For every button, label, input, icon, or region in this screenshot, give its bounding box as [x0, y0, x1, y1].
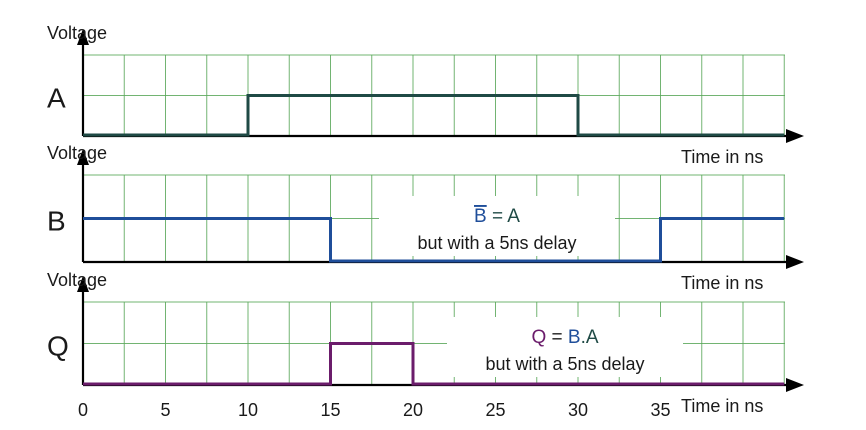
x-axis-arrow	[786, 378, 804, 392]
annotation-term: Q	[531, 327, 546, 348]
y-axis-arrow	[77, 276, 89, 292]
x-axis-arrow	[786, 129, 804, 143]
signal-line-b	[83, 217, 785, 263]
x-tick-label: 20	[403, 400, 423, 420]
x-tick-label: 35	[650, 400, 670, 420]
annotation-term: .A	[581, 327, 599, 348]
annotation-bg	[447, 317, 683, 377]
annotation-term: B	[568, 327, 581, 348]
x-tick-label: 15	[320, 400, 340, 420]
annotation-note: but with a 5ns delay	[485, 354, 644, 374]
signal-name-b: B	[47, 206, 66, 237]
signal-name-a: A	[47, 83, 66, 114]
annotation-bg	[379, 196, 615, 256]
x-tick-label: 30	[568, 400, 588, 420]
annotation-term: B	[474, 206, 487, 227]
annotation-term: =	[546, 327, 568, 348]
annotation-note: but with a 5ns delay	[417, 233, 576, 253]
y-axis-arrow	[77, 29, 89, 45]
x-axis-label: Time in ns	[681, 273, 763, 293]
x-tick-label: 10	[238, 400, 258, 420]
y-axis-label: Voltage	[47, 23, 107, 43]
annotation-equation: B = A	[474, 206, 520, 227]
x-axis-label: Time in ns	[681, 396, 763, 416]
x-tick-labels: 0 5 10 15 20 25 30 35	[78, 400, 671, 420]
x-tick-label: 0	[78, 400, 88, 420]
x-tick-label: 25	[485, 400, 505, 420]
annotation-term: = A	[487, 206, 521, 227]
x-tick-label: 5	[160, 400, 170, 420]
y-axis-label: Voltage	[47, 270, 107, 290]
x-axis-label: Time in ns	[681, 147, 763, 167]
panel-a: Voltage Time in ns A	[47, 23, 804, 167]
signal-line-a	[83, 94, 785, 137]
annotation-equation: Q = B.A	[531, 327, 598, 348]
signal-name-q: Q	[47, 331, 69, 362]
signal-line-q	[83, 342, 785, 386]
x-axis-arrow	[786, 255, 804, 269]
y-axis-arrow	[77, 149, 89, 165]
y-axis-label: Voltage	[47, 143, 107, 163]
